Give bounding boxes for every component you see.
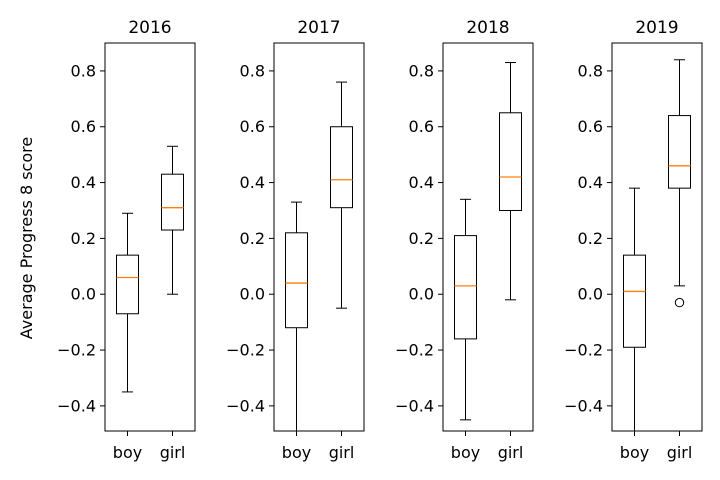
box-iqr xyxy=(330,126,353,209)
box-girl xyxy=(330,81,353,309)
y-tick-label: 0.2 xyxy=(409,229,434,248)
outlier-point xyxy=(674,297,685,308)
box-boy xyxy=(623,187,646,432)
y-tick-label: −0.2 xyxy=(57,341,96,360)
y-tick-label: 0.8 xyxy=(240,61,265,80)
y-tick-label: 0.6 xyxy=(409,117,434,136)
panel-title: 2017 xyxy=(297,18,340,38)
y-axis-label: Average Progress 8 score xyxy=(17,137,36,339)
panel-2017: 2017 −0.4 −0.2 0.0 0.2 0.4 0.6 0.8 boy girl xyxy=(226,18,365,462)
box-iqr xyxy=(116,254,139,315)
box-girl xyxy=(161,145,184,295)
axes-frame xyxy=(273,42,365,432)
panel-2016: 2016 −0.4 −0.2 0.0 0.2 0.4 0.6 0.8 boy girl xyxy=(57,18,196,462)
y-tick-label: 0.8 xyxy=(71,61,96,80)
box-boy xyxy=(454,198,477,421)
y-tick-label: 0.4 xyxy=(409,173,434,192)
y-tick-label: 0.2 xyxy=(240,229,265,248)
box-girl xyxy=(499,62,522,301)
y-tick-label: 0.2 xyxy=(578,229,603,248)
axes-frame xyxy=(104,42,196,432)
panel-2019: 2019 −0.4 −0.2 0.0 0.2 0.4 0.6 0.8 boy girl xyxy=(564,18,703,462)
y-tick-label: 0.0 xyxy=(578,285,603,304)
box-girl xyxy=(668,59,691,308)
y-tick-label: 0.4 xyxy=(240,173,265,192)
panel-title: 2016 xyxy=(128,18,171,38)
y-tick-label: 0.6 xyxy=(578,117,603,136)
y-tick-label: 0.0 xyxy=(240,285,265,304)
y-tick-label: −0.4 xyxy=(57,396,96,415)
box-iqr xyxy=(623,254,646,348)
y-tick-label: 0.0 xyxy=(71,285,96,304)
box-iqr xyxy=(161,173,184,231)
y-tick-label: −0.4 xyxy=(564,396,603,415)
box-boy xyxy=(285,201,308,432)
x-tick-label: girl xyxy=(498,443,524,462)
y-tick-label: 0.4 xyxy=(578,173,603,192)
y-tick-label: −0.2 xyxy=(395,341,434,360)
y-tick-label: −0.2 xyxy=(564,341,603,360)
y-tick-label: 0.4 xyxy=(71,173,96,192)
panel-title: 2019 xyxy=(635,18,678,38)
y-tick-label: 0.6 xyxy=(71,117,96,136)
x-tick-label: boy xyxy=(451,443,480,462)
panel-title: 2018 xyxy=(466,18,509,38)
y-tick-label: 0.6 xyxy=(240,117,265,136)
x-tick-label: boy xyxy=(620,443,649,462)
panel-2018: 2018 −0.4 −0.2 0.0 0.2 0.4 0.6 0.8 boy girl xyxy=(395,18,534,462)
axes-frame xyxy=(611,42,703,432)
x-tick-label: boy xyxy=(282,443,311,462)
y-tick-label: 0.8 xyxy=(578,61,603,80)
y-tick-label: −0.4 xyxy=(395,396,434,415)
box-iqr xyxy=(668,115,691,189)
y-tick-label: −0.2 xyxy=(226,341,265,360)
y-tick-label: 0.0 xyxy=(409,285,434,304)
y-tick-label: 0.8 xyxy=(409,61,434,80)
x-tick-label: girl xyxy=(329,443,355,462)
x-tick-label: boy xyxy=(113,443,142,462)
x-tick-label: girl xyxy=(160,443,186,462)
box-iqr xyxy=(454,235,477,340)
y-tick-label: −0.4 xyxy=(226,396,265,415)
x-tick-label: girl xyxy=(667,443,693,462)
box-iqr xyxy=(285,232,308,329)
box-boy xyxy=(116,212,139,393)
y-tick-label: 0.2 xyxy=(71,229,96,248)
box-iqr xyxy=(499,112,522,211)
axes-frame xyxy=(442,42,534,432)
